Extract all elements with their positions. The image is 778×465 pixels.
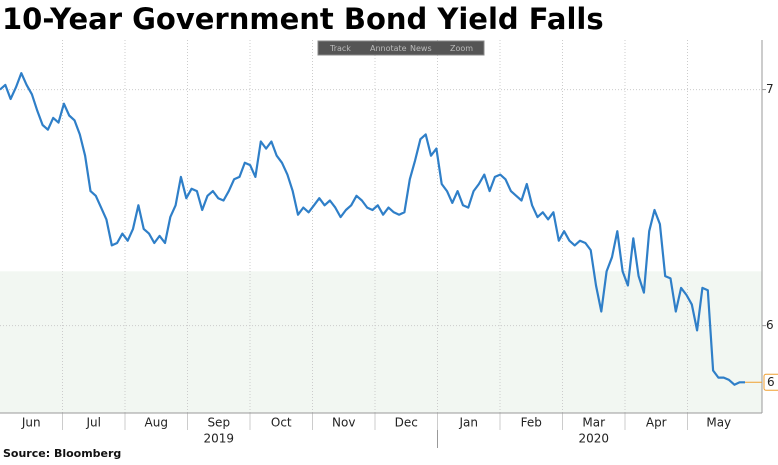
toolbar: [317, 40, 485, 56]
toolbar-button[interactable]: Annotate: [370, 44, 407, 53]
x-tick-label: Jul: [86, 416, 101, 430]
chart-title: 10-Year Government Bond Yield Falls: [2, 2, 604, 36]
last-value-box: [763, 373, 778, 391]
x-tick-label: Sep: [207, 416, 230, 430]
year-label: 2019: [203, 432, 234, 446]
x-tick-label: Oct: [271, 416, 292, 430]
y-tick-label: 6: [766, 318, 774, 332]
x-tick-label: Jun: [21, 416, 41, 430]
x-tick-label: Apr: [646, 416, 667, 430]
toolbar-button[interactable]: Track: [329, 44, 351, 53]
x-tick-label: Jan: [459, 416, 479, 430]
y-tick-label: 7: [766, 82, 774, 96]
last-value-label: 6: [767, 375, 775, 389]
x-tick-label: Mar: [582, 416, 605, 430]
series-line: [0, 72, 745, 386]
toolbar-button[interactable]: Zoom: [450, 44, 473, 53]
x-tick-label: Dec: [395, 416, 418, 430]
source: Source: Bloomberg: [3, 447, 121, 460]
highlight-band: [0, 271, 762, 413]
x-tick-label: Nov: [332, 416, 355, 430]
x-tick-label: May: [706, 416, 731, 430]
x-tick-label: Feb: [521, 416, 542, 430]
toolbar-button[interactable]: News: [410, 44, 432, 53]
x-tick-label: Aug: [145, 416, 168, 430]
year-label: 2020: [578, 432, 609, 446]
